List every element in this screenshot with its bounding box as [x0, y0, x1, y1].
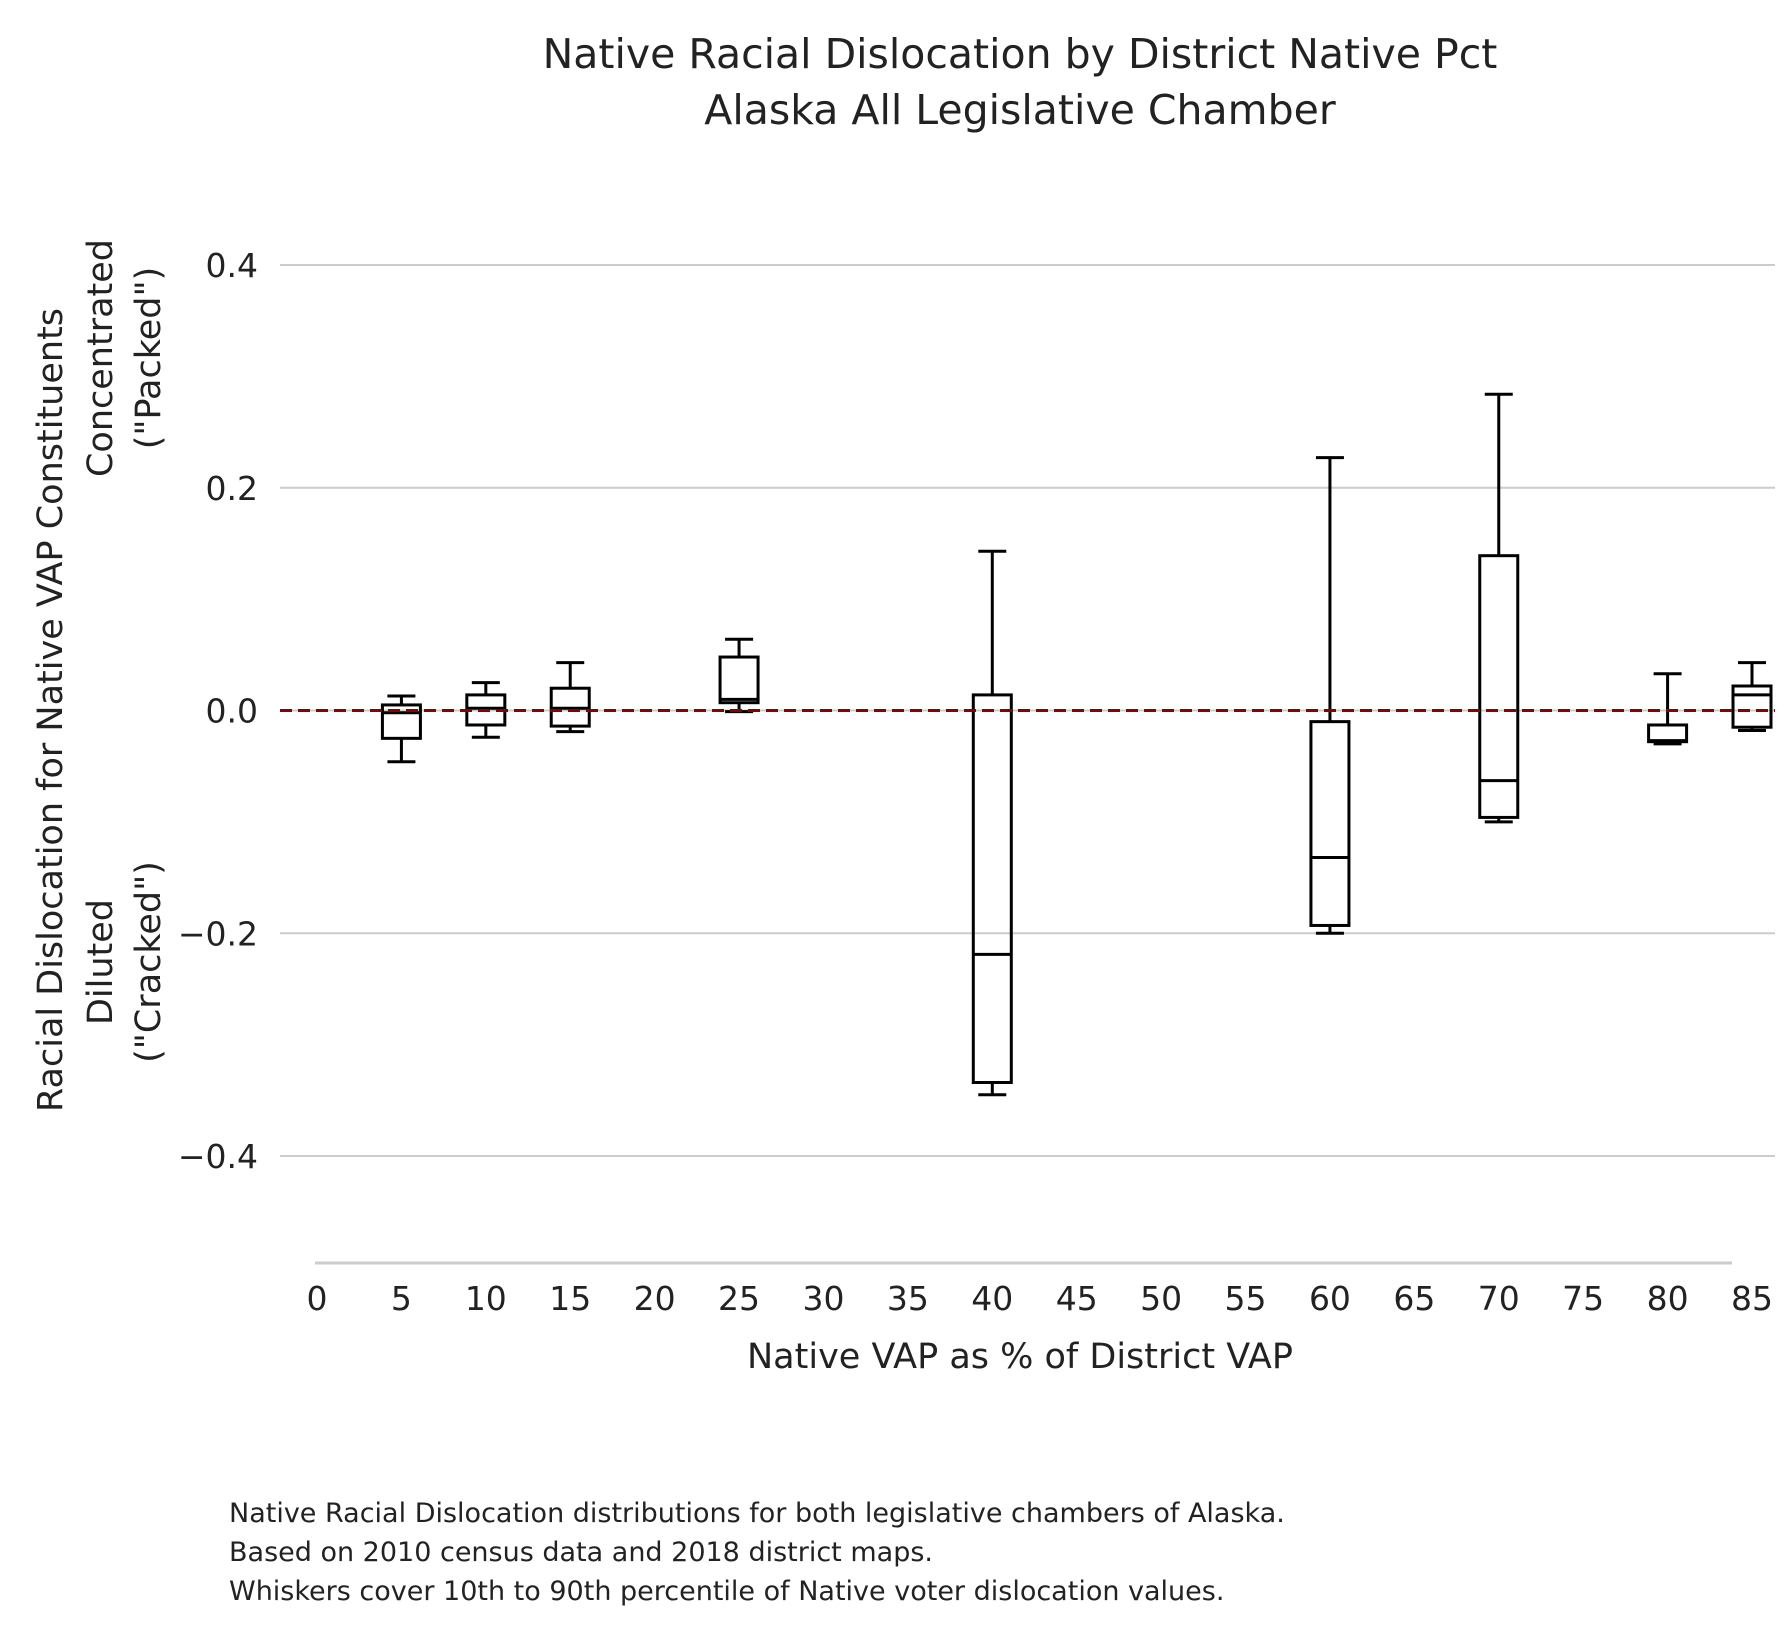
x-tick-label-15: 75 [1562, 1279, 1604, 1318]
box-iqr [1478, 554, 1520, 819]
y-axis-label-diluted: Diluted [81, 899, 121, 1025]
x-tick-labels: 0 5 10 15 20 25 30 35 40 45 50 55 60 65 70 75 80 85 [307, 1279, 1774, 1318]
box-iqr [971, 693, 1013, 1084]
x-tick-label-11: 55 [1225, 1279, 1267, 1318]
y-tick-label-3: −0.2 [178, 914, 258, 953]
chart-title: Native Racial Dislocation by District Na… [543, 30, 1498, 78]
x-tick-label-16: 80 [1647, 1279, 1689, 1318]
x-tick-label-6: 30 [802, 1279, 844, 1318]
y-tick-label-2: 0.0 [206, 692, 258, 731]
box-iqr [1309, 720, 1351, 927]
x-tick-label-12: 60 [1309, 1279, 1351, 1318]
y-tick-label-1: 0.2 [206, 469, 258, 508]
x-tick-label-9: 45 [1056, 1279, 1098, 1318]
y-axis-label-cracked: ("Cracked") [129, 861, 169, 1063]
x-tick-label-0: 0 [307, 1279, 328, 1318]
box-series [380, 392, 1773, 1097]
y-tick-labels: 0.4 0.2 0.0 −0.2 −0.4 [178, 246, 258, 1176]
box-x-80 [1647, 672, 1689, 746]
y-tick-label-4: −0.4 [178, 1137, 258, 1176]
box-x-40 [971, 549, 1013, 1097]
x-tick-label-8: 40 [971, 1279, 1013, 1318]
box-x-15 [549, 661, 591, 734]
caption: Native Racial Dislocation distributions … [229, 1498, 1285, 1607]
x-tick-label-7: 35 [887, 1279, 929, 1318]
x-tick-label-13: 65 [1393, 1279, 1435, 1318]
x-tick-label-3: 15 [549, 1279, 591, 1318]
x-tick-label-14: 70 [1478, 1279, 1520, 1318]
x-tick-label-1: 5 [391, 1279, 412, 1318]
box-x-25 [718, 637, 760, 714]
x-tick-label-4: 20 [634, 1279, 676, 1318]
caption-line-2: Based on 2010 census data and 2018 distr… [229, 1537, 933, 1568]
caption-line-3: Whiskers cover 10th to 90th percentile o… [229, 1576, 1224, 1607]
x-tick-label-2: 10 [465, 1279, 507, 1318]
x-tick-label-17: 85 [1731, 1279, 1773, 1318]
y-axis-label-main: Racial Dislocation for Native VAP Consti… [31, 308, 71, 1112]
chart-subtitle: Alaska All Legislative Chamber [704, 86, 1336, 134]
box-x-60 [1309, 456, 1351, 935]
y-axis-label: Racial Dislocation for Native VAP Consti… [31, 239, 169, 1112]
box-x-85 [1731, 661, 1773, 733]
y-axis-label-concentrated: Concentrated [81, 239, 121, 477]
box-iqr [718, 655, 760, 705]
box-x-70 [1478, 392, 1520, 824]
y-tick-label-0: 0.4 [206, 246, 258, 285]
box-x-5 [380, 694, 422, 764]
box-iqr [380, 703, 422, 740]
y-axis-label-packed: ("Packed") [129, 267, 169, 450]
box-iqr [1731, 684, 1773, 729]
x-tick-label-10: 50 [1140, 1279, 1182, 1318]
caption-line-1: Native Racial Dislocation distributions … [229, 1498, 1285, 1529]
x-tick-label-5: 25 [718, 1279, 760, 1318]
x-axis-label: Native VAP as % of District VAP [747, 1337, 1293, 1377]
